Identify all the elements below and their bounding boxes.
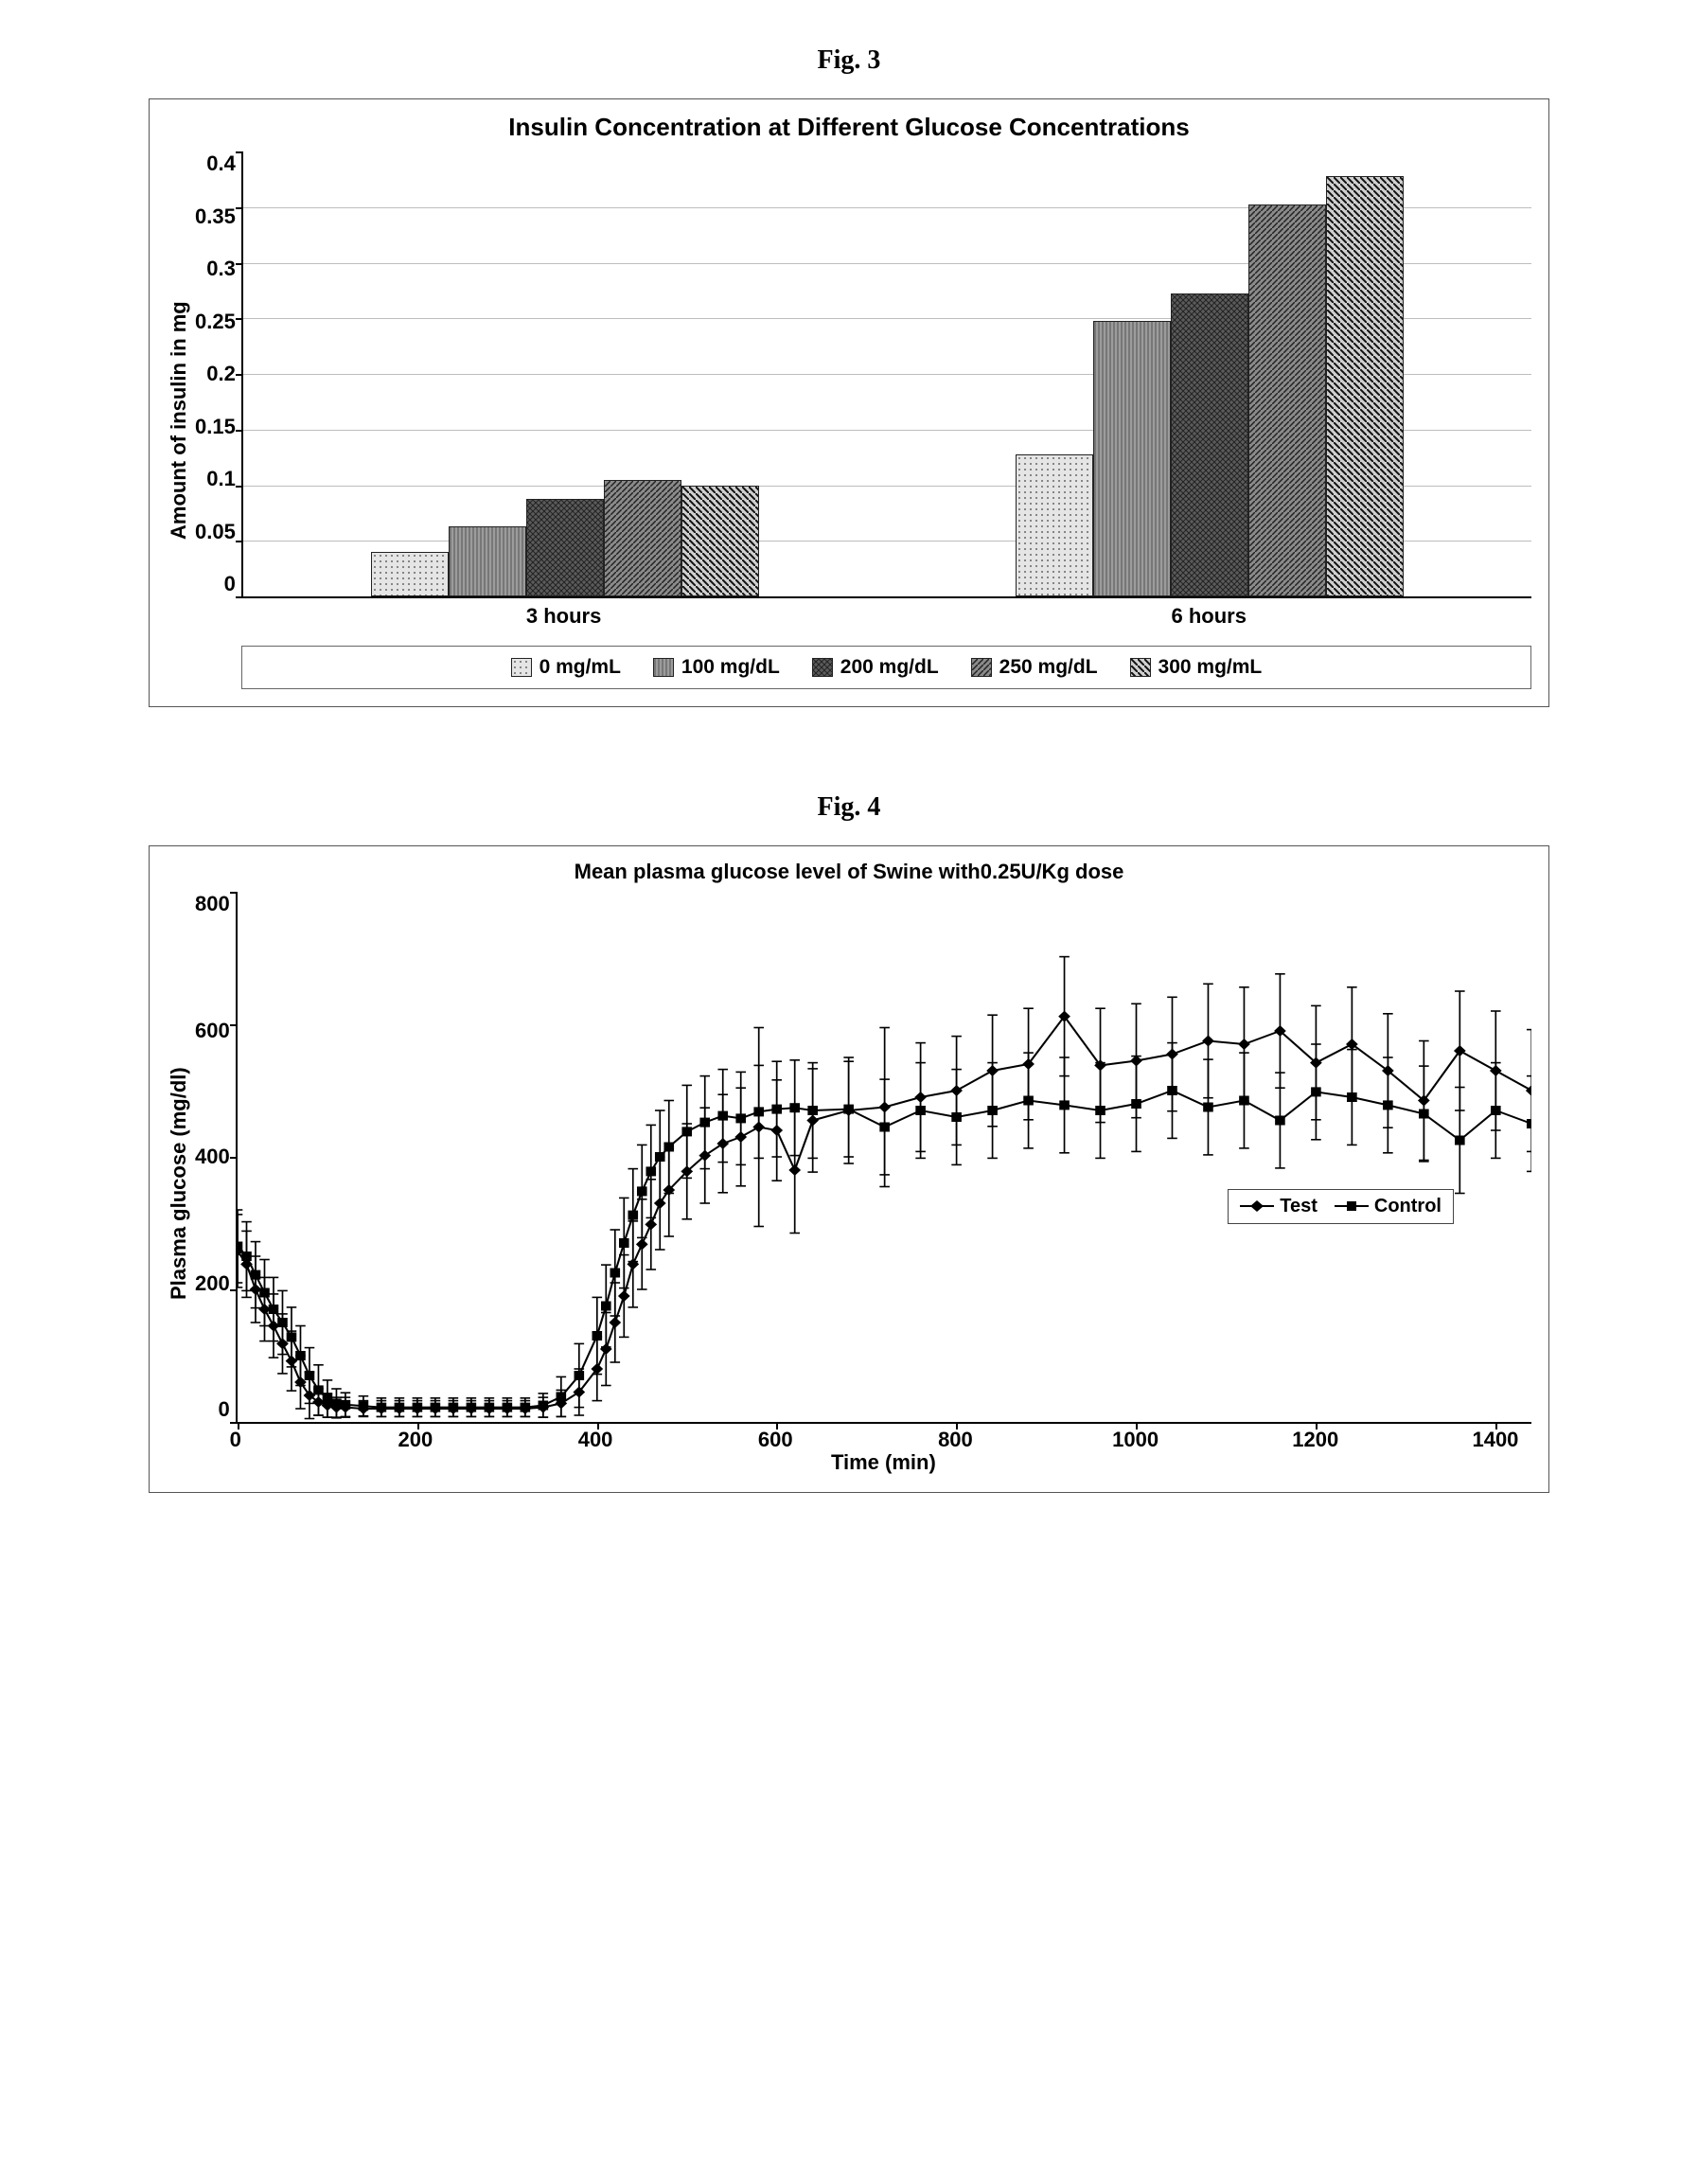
figure3-legend: 0 mg/mL 100 mg/dL 200 mg/dL 250 mg/dL 300 mg… — [241, 646, 1531, 689]
legend-swatch-icon — [812, 658, 833, 677]
figure3-bar — [604, 480, 681, 596]
figure3-ytick: 0.25 — [195, 310, 236, 334]
figure4-legend-item: Test — [1240, 1196, 1318, 1217]
figure3-legend-label: 200 mg/dL — [840, 656, 939, 679]
figure3-title: Insulin Concentration at Different Gluco… — [167, 113, 1531, 142]
figure3-ytick-mark — [236, 541, 243, 542]
figure4-ytick-mark — [230, 892, 238, 894]
figure3-bar — [1171, 293, 1248, 596]
figure3-legend-item: 300 mg/mL — [1130, 656, 1263, 679]
figure3-legend-label: 0 mg/mL — [539, 656, 621, 679]
figure3-ytick: 0.15 — [195, 415, 236, 439]
figure3-bar — [526, 499, 604, 596]
figure4-ytick: 400 — [195, 1145, 230, 1169]
figure3-bar — [1326, 176, 1404, 596]
figure3-legend-label: 100 mg/dL — [681, 656, 780, 679]
figure3-ytick: 0.4 — [206, 151, 236, 176]
figure4-ytick: 0 — [218, 1397, 229, 1422]
figure3-legend-item: 200 mg/dL — [812, 656, 939, 679]
figure3-yaxis: 0.4 0.35 0.3 0.25 0.2 0.15 0.1 0.05 0 — [195, 151, 241, 596]
figure3-bar — [681, 486, 759, 597]
figure4-legend: Test Control — [1228, 1189, 1454, 1224]
figure4-ytick: 800 — [195, 892, 230, 916]
figure3-ytick-mark — [236, 151, 243, 153]
figure4-ytick-mark — [230, 1422, 238, 1424]
figure4-xtick: 200 — [398, 1428, 433, 1452]
figure3-plot-area: Amount of insulin in mg 0.40.350.30.250.… — [167, 151, 1531, 689]
figure4-xtick: 1200 — [1292, 1428, 1338, 1452]
figure3-bar-group — [887, 151, 1531, 596]
square-marker-icon — [1335, 1199, 1369, 1213]
figure4-xtick: 1000 — [1112, 1428, 1159, 1452]
figure3-legend-label: 250 mg/dL — [999, 656, 1098, 679]
figure3-ytick-mark — [236, 430, 243, 432]
figure3-ytick-mark — [236, 486, 243, 488]
figure3-ytick: 0.35 — [195, 204, 236, 229]
figure4-svg — [238, 892, 1531, 1422]
figure4-legend-label: Control — [1374, 1196, 1442, 1217]
figure4-xtick: 400 — [578, 1428, 613, 1452]
figure3-legend-label: 300 mg/mL — [1159, 656, 1263, 679]
figure4-ytick: 600 — [195, 1019, 230, 1043]
figure3-ytick: 0.05 — [195, 520, 236, 544]
figure4-xaxis: 0200400600800100012001400 — [236, 1428, 1531, 1452]
figure3-ylabel: Amount of insulin in mg — [167, 151, 195, 689]
figure4-plot: Test Control — [236, 892, 1531, 1424]
legend-swatch-icon — [1130, 658, 1151, 677]
figure4-panel: Mean plasma glucose level of Swine with0… — [149, 845, 1549, 1493]
figure3-bar — [449, 526, 526, 596]
figure4-ytick-mark — [230, 1289, 238, 1291]
figure3-ytick: 0.2 — [206, 362, 236, 386]
figure4-ylabel: Plasma glucose (mg/dl) — [167, 892, 195, 1475]
figure3-xaxis: 3 hours 6 hours — [241, 604, 1531, 629]
figure3-bar-group — [243, 151, 888, 596]
figure4-xtick: 1400 — [1472, 1428, 1518, 1452]
diamond-marker-icon — [1240, 1199, 1274, 1213]
figure4-ytick-mark — [230, 1157, 238, 1159]
figure4-legend-label: Test — [1280, 1196, 1318, 1217]
figure4-xlabel: Time (min) — [236, 1450, 1531, 1475]
figure3-ytick: 0.1 — [206, 467, 236, 491]
figure4-plot-area: Plasma glucose (mg/dl) 800 600 400 200 0 Tes… — [167, 892, 1531, 1475]
figure3-cat-1: 6 hours — [886, 604, 1531, 629]
figure3-plot — [241, 151, 1531, 598]
figure3-label: Fig. 3 — [28, 45, 1670, 76]
figure3-bar — [1016, 454, 1093, 596]
figure4-ytick-mark — [230, 1024, 238, 1026]
figure4-ytick: 200 — [195, 1271, 230, 1296]
legend-swatch-icon — [971, 658, 992, 677]
figure3-bar-groups — [243, 151, 1531, 596]
legend-swatch-icon — [653, 658, 674, 677]
figure3-panel: Insulin Concentration at Different Gluco… — [149, 98, 1549, 707]
figure3-legend-item: 0 mg/mL — [511, 656, 621, 679]
figure4-xtick: 600 — [758, 1428, 793, 1452]
legend-swatch-icon — [511, 658, 532, 677]
figure3-legend-item: 100 mg/dL — [653, 656, 780, 679]
figure3-ytick-mark — [236, 374, 243, 376]
figure3-ytick: 0.3 — [206, 257, 236, 281]
figure3-bar — [1248, 204, 1326, 596]
figure3-ytick-mark — [236, 596, 243, 598]
figure3-bar — [371, 552, 449, 596]
figure4-xtick: 0 — [230, 1428, 241, 1452]
figure3-bar — [1093, 321, 1171, 596]
figure4-xtick: 800 — [938, 1428, 973, 1452]
figure3-cat-0: 3 hours — [241, 604, 887, 629]
figure3-ytick-mark — [236, 318, 243, 320]
figure4-title: Mean plasma glucose level of Swine with0… — [167, 860, 1531, 884]
figure3-legend-item: 250 mg/dL — [971, 656, 1098, 679]
figure4-label: Fig. 4 — [28, 792, 1670, 823]
figure4-legend-item: Control — [1335, 1196, 1442, 1217]
figure3-ytick-mark — [236, 263, 243, 265]
figure3-ytick-mark — [236, 207, 243, 209]
figure3-ytick: 0 — [224, 572, 236, 596]
